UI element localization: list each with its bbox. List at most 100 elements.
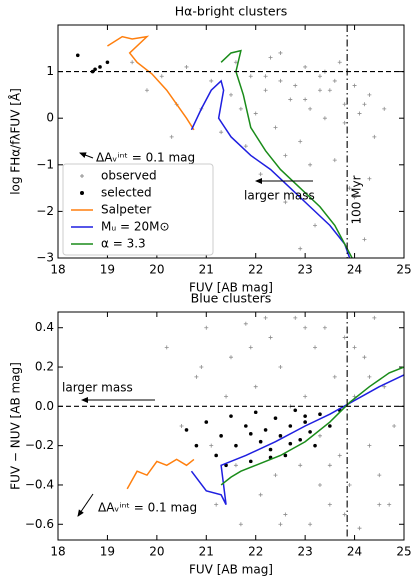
selected-point bbox=[273, 416, 278, 420]
selected-point bbox=[98, 65, 102, 69]
observed-point bbox=[258, 492, 263, 497]
y-tick-label: 0.0 bbox=[35, 399, 54, 413]
observed-point bbox=[278, 78, 283, 83]
selected-point bbox=[248, 432, 253, 436]
observed-point bbox=[209, 78, 214, 83]
observed-point bbox=[362, 237, 367, 242]
observed-point bbox=[229, 355, 233, 360]
observed-point bbox=[278, 50, 283, 55]
arrow bbox=[77, 493, 94, 517]
x-tick-label: 19 bbox=[100, 545, 115, 559]
observed-point bbox=[382, 384, 387, 389]
y-tick-label: −2 bbox=[36, 204, 54, 218]
x-tick-label: 21 bbox=[199, 545, 214, 559]
annotation: larger mass bbox=[62, 381, 133, 395]
selected-point bbox=[214, 453, 218, 458]
legend-label: observed bbox=[101, 169, 157, 183]
observed-point bbox=[327, 463, 332, 468]
legend-swatch bbox=[80, 174, 84, 178]
legend-label: Salpeter bbox=[101, 203, 151, 217]
selected-point bbox=[263, 428, 268, 432]
observed-point bbox=[238, 522, 243, 527]
observed-point bbox=[248, 345, 253, 350]
y-tick-label: −0.2 bbox=[25, 438, 54, 452]
observed-point bbox=[293, 83, 298, 88]
selected-point bbox=[219, 434, 223, 438]
observed-point bbox=[372, 134, 377, 139]
observed-point bbox=[169, 134, 174, 139]
observed-point bbox=[357, 111, 362, 116]
selected-point bbox=[283, 453, 288, 458]
observed-point bbox=[332, 158, 337, 163]
selected-point bbox=[184, 428, 189, 432]
observed-point bbox=[308, 522, 313, 527]
x-tick-label: 19 bbox=[100, 263, 115, 277]
observed-point bbox=[288, 97, 293, 102]
observed-point bbox=[283, 153, 288, 158]
observed-point bbox=[322, 325, 327, 330]
x-tick-label: 22 bbox=[248, 263, 263, 277]
x-tick-label: 18 bbox=[50, 263, 65, 277]
observed-point bbox=[263, 74, 268, 79]
x-tick-label: 23 bbox=[298, 263, 313, 277]
axes-frame bbox=[57, 24, 405, 259]
selected-point bbox=[278, 434, 283, 438]
y-tick-label: −1 bbox=[36, 157, 54, 171]
legend-box bbox=[62, 163, 214, 256]
selected-point bbox=[253, 410, 258, 415]
observed-point bbox=[342, 335, 347, 340]
observed-point bbox=[273, 125, 278, 130]
x-tick-label: 20 bbox=[149, 263, 164, 277]
observed-point bbox=[367, 374, 372, 379]
observed-point bbox=[219, 130, 224, 135]
observed-point bbox=[352, 345, 357, 350]
selected-point bbox=[258, 439, 263, 444]
plot-area bbox=[75, 35, 387, 258]
observed-point bbox=[308, 106, 313, 111]
selected-point bbox=[234, 443, 238, 448]
y-axis-label: FUV − NUV [AB mag] bbox=[9, 362, 23, 490]
observed-point bbox=[392, 424, 397, 428]
observed-point bbox=[347, 482, 352, 487]
observed-point bbox=[199, 365, 204, 370]
model-line bbox=[220, 49, 353, 258]
observed-point bbox=[377, 502, 382, 507]
model-line bbox=[126, 458, 195, 490]
observed-point bbox=[278, 522, 283, 527]
y-tick-label: 0.4 bbox=[35, 320, 54, 334]
observed-point bbox=[253, 111, 258, 116]
observed-point bbox=[313, 223, 318, 228]
legend-label: α = 3.3 bbox=[101, 237, 146, 251]
selected-point bbox=[268, 447, 273, 452]
x-tick-label: 21 bbox=[199, 263, 214, 277]
observed-point bbox=[214, 502, 219, 507]
plot-area bbox=[126, 315, 404, 531]
y-tick-label: 0 bbox=[46, 111, 54, 125]
x-axis-label: FUV [AB mag] bbox=[189, 281, 273, 295]
observed-point bbox=[313, 345, 318, 350]
observed-point bbox=[263, 88, 268, 93]
selected-point bbox=[308, 430, 312, 434]
observed-point bbox=[258, 172, 263, 177]
legend-swatch bbox=[80, 191, 84, 195]
observed-point bbox=[194, 374, 199, 379]
observed-point bbox=[298, 246, 303, 251]
observed-point bbox=[382, 106, 387, 111]
observed-point bbox=[159, 74, 164, 79]
model-line bbox=[190, 79, 351, 258]
observed-point bbox=[387, 502, 392, 507]
annotation: larger mass bbox=[244, 189, 315, 203]
observed-point bbox=[273, 473, 278, 478]
legend-label: Mᵤ = 20M⊙ bbox=[101, 220, 170, 234]
x-axis-label: FUV [AB mag] bbox=[189, 563, 273, 577]
selected-point bbox=[318, 412, 322, 417]
selected-point bbox=[313, 443, 317, 448]
observed-point bbox=[332, 78, 337, 83]
model-line bbox=[220, 366, 404, 486]
observed-point bbox=[347, 186, 352, 191]
observed-point bbox=[357, 526, 362, 531]
y-axis-label: log FHα/fλFUV [Å] bbox=[8, 88, 23, 195]
x-tick-label: 25 bbox=[396, 545, 411, 559]
model-line bbox=[107, 35, 195, 131]
observed-point bbox=[243, 144, 248, 149]
